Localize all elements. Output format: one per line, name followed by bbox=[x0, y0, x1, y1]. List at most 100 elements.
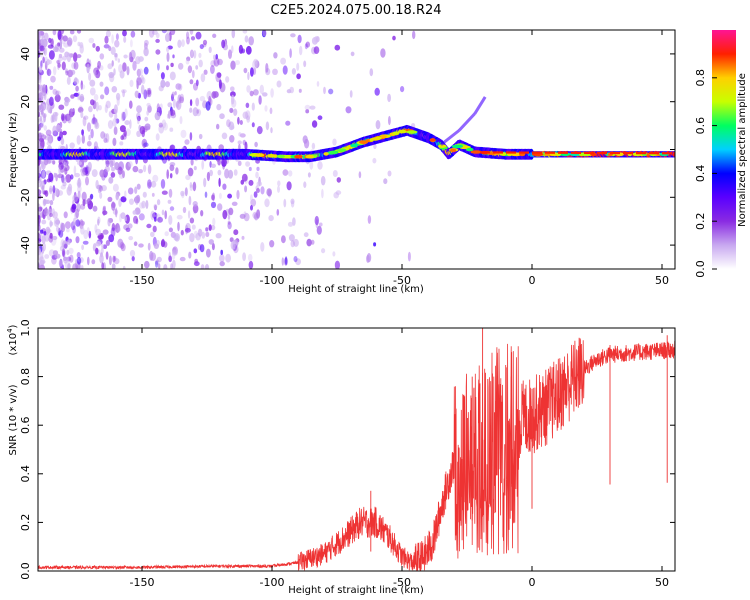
noise-blob bbox=[62, 181, 67, 187]
noise-blob bbox=[113, 126, 118, 135]
noise-blob bbox=[130, 30, 136, 38]
noise-blob bbox=[262, 30, 267, 37]
noise-blob bbox=[169, 127, 174, 132]
noise-blob bbox=[119, 70, 125, 79]
noise-blob bbox=[144, 39, 149, 46]
noise-blob bbox=[332, 138, 337, 146]
noise-blob bbox=[95, 240, 102, 247]
noise-blob bbox=[43, 46, 48, 56]
noise-blob bbox=[249, 90, 254, 97]
noise-blob bbox=[104, 165, 110, 173]
noise-blob bbox=[245, 161, 251, 167]
noise-blob bbox=[99, 192, 103, 199]
noise-blob bbox=[189, 217, 195, 224]
noise-blob bbox=[138, 213, 145, 221]
noise-blob bbox=[247, 253, 253, 262]
noise-blob bbox=[57, 30, 62, 41]
noise-blob bbox=[167, 102, 173, 108]
noise-blob bbox=[243, 212, 250, 222]
noise-blob bbox=[165, 33, 170, 43]
noise-blob bbox=[276, 80, 282, 88]
noise-blob bbox=[189, 107, 193, 113]
noise-blob bbox=[90, 99, 95, 106]
noise-blob bbox=[250, 198, 257, 207]
noise-blob bbox=[95, 101, 99, 112]
noise-blob bbox=[211, 243, 215, 251]
noise-blob bbox=[48, 50, 55, 60]
noise-blob bbox=[73, 61, 79, 70]
noise-blob bbox=[358, 171, 362, 179]
noise-blob bbox=[231, 30, 236, 39]
noise-blob bbox=[227, 193, 233, 199]
noise-blob bbox=[316, 81, 320, 87]
noise-blob bbox=[287, 221, 294, 227]
noise-blob bbox=[186, 56, 191, 62]
noise-blob bbox=[99, 65, 104, 71]
x-tick-label: 50 bbox=[655, 576, 669, 589]
noise-blob bbox=[239, 133, 246, 138]
noise-blob bbox=[80, 226, 85, 235]
noise-blob bbox=[70, 94, 75, 99]
noise-blob bbox=[101, 262, 105, 269]
noise-blob bbox=[102, 210, 108, 215]
noise-blob bbox=[256, 166, 260, 171]
noise-blob bbox=[110, 159, 116, 167]
noise-blob bbox=[100, 131, 106, 139]
noise-blob bbox=[66, 52, 72, 63]
noise-blob bbox=[166, 52, 170, 63]
noise-blob bbox=[42, 170, 46, 179]
noise-blob bbox=[189, 49, 194, 59]
noise-blob bbox=[107, 196, 113, 202]
noise-blob bbox=[249, 194, 253, 202]
noise-blob bbox=[87, 167, 92, 173]
noise-blob bbox=[172, 259, 176, 269]
noise-blob bbox=[328, 88, 334, 95]
noise-blob bbox=[85, 165, 89, 175]
noise-blob bbox=[248, 166, 252, 172]
noise-blob bbox=[136, 80, 139, 90]
noise-blob bbox=[112, 209, 118, 215]
noise-blob bbox=[52, 191, 55, 201]
noise-blob bbox=[138, 68, 143, 76]
noise-blob bbox=[335, 190, 342, 195]
noise-blob bbox=[55, 226, 60, 233]
noise-blob bbox=[230, 91, 236, 98]
noise-blob bbox=[209, 169, 214, 177]
noise-blob bbox=[136, 68, 142, 77]
noise-blob bbox=[74, 77, 78, 83]
snr-multiplier-label: (x104) bbox=[6, 324, 19, 355]
noise-blob bbox=[264, 105, 268, 112]
noise-blob bbox=[334, 44, 341, 51]
noise-blob bbox=[40, 38, 45, 46]
noise-blob bbox=[70, 174, 74, 180]
noise-blob bbox=[131, 256, 135, 262]
noise-blob bbox=[309, 105, 316, 110]
noise-blob bbox=[109, 73, 115, 83]
noise-blob bbox=[316, 225, 322, 235]
noise-blob bbox=[41, 235, 46, 245]
noise-blob bbox=[54, 43, 60, 51]
noise-blob bbox=[102, 205, 106, 211]
noise-blob bbox=[53, 66, 57, 76]
noise-blob bbox=[180, 229, 184, 236]
noise-blob bbox=[155, 49, 161, 55]
noise-blob bbox=[147, 242, 151, 251]
noise-blob bbox=[77, 91, 81, 100]
noise-blob bbox=[374, 87, 380, 96]
noise-blob bbox=[307, 172, 311, 178]
noise-blob bbox=[185, 59, 190, 65]
noise-blob bbox=[250, 67, 254, 77]
noise-blob bbox=[150, 210, 155, 221]
noise-blob bbox=[227, 214, 231, 220]
noise-blob bbox=[73, 78, 80, 85]
noise-blob bbox=[49, 199, 54, 206]
noise-blob bbox=[38, 84, 43, 91]
noise-blob bbox=[99, 254, 104, 264]
noise-blob bbox=[293, 256, 298, 263]
spectrogram-x-ticks: -150 -100 -50 0 50 bbox=[130, 30, 669, 287]
noise-blob bbox=[64, 68, 68, 73]
noise-blob bbox=[82, 199, 86, 207]
noise-blob bbox=[81, 191, 87, 202]
x-tick-label: -150 bbox=[130, 274, 155, 287]
noise-blob bbox=[55, 124, 62, 133]
